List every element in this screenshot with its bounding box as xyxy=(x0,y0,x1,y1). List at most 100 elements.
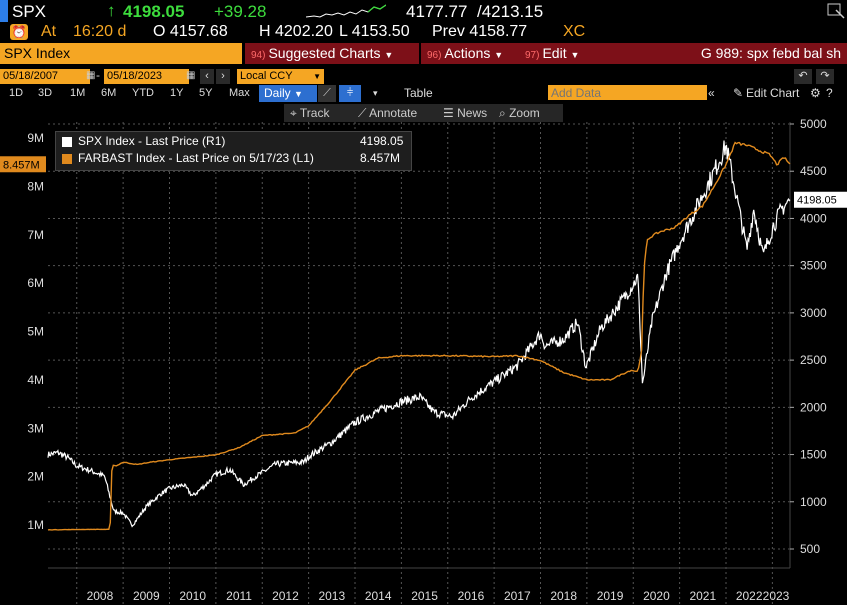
chart-grid xyxy=(48,122,790,605)
frequency-select[interactable]: Daily ▼ xyxy=(259,85,317,102)
right-axis: 500 1000 1500 2000 2500 3000 3500 4000 4500 5000 xyxy=(789,117,827,568)
quote-header: SPX ↑ 4198.05 +39.28 4177.77 /4213.15 xyxy=(0,0,847,23)
legend-value-farbast: 8.457M xyxy=(360,151,401,165)
left-axis: 1M 2M 3M 4M 5M 6M 7M 8M 9M xyxy=(27,131,44,532)
end-date: 05/18/2023 xyxy=(107,70,163,82)
edit-chart-button[interactable]: Edit Chart xyxy=(746,86,800,100)
sparkline-icon xyxy=(306,4,386,18)
ticker-color-bar xyxy=(0,0,8,22)
news-button[interactable]: ☰ News xyxy=(437,104,501,122)
period-max[interactable]: Max xyxy=(229,87,250,99)
edit-label: Edit xyxy=(542,45,567,61)
right-tick-label: 3500 xyxy=(800,259,827,273)
high-price: H 4202.20 xyxy=(259,23,333,40)
x-tick-label: 2021 xyxy=(689,589,716,603)
legend-label-farbast: FARBAST Index - Last Price on 5/17/23 (L… xyxy=(78,151,314,165)
xc-flag: XC xyxy=(563,23,586,40)
period-3d[interactable]: 3D xyxy=(38,87,53,99)
x-tick-label: 2014 xyxy=(365,589,392,603)
end-date-field[interactable]: 05/18/2023 xyxy=(104,69,189,84)
add-data-input[interactable] xyxy=(548,85,707,100)
start-date-field[interactable]: 05/18/2007 xyxy=(0,69,90,84)
suggested-charts-menu[interactable]: 94) Suggested Charts ▼ xyxy=(245,43,419,64)
x-tick-label: 2009 xyxy=(133,589,160,603)
x-tick-label: 2015 xyxy=(411,589,438,603)
last-value-tag-farbast xyxy=(0,156,46,173)
edit-menu[interactable]: 97) Edit ▼ xyxy=(519,43,603,64)
pencil-icon[interactable]: ✎ xyxy=(733,86,744,100)
legend-swatch-farbast xyxy=(62,154,72,164)
right-tick-label: 2500 xyxy=(800,353,827,367)
right-tick-label: 5000 xyxy=(800,117,827,131)
last-price: 4198.05 xyxy=(123,2,185,21)
undo-icon[interactable]: ↶ xyxy=(794,69,812,84)
table-button[interactable]: Table xyxy=(404,86,433,100)
net-change: +39.28 xyxy=(214,2,267,21)
last-value-label-spx: 4198.05 xyxy=(797,195,837,207)
left-tick-label: 9M xyxy=(27,131,44,145)
series-line-spx xyxy=(47,140,791,528)
x-tick-label: 2013 xyxy=(318,589,345,603)
redo-icon[interactable]: ↷ xyxy=(816,69,834,84)
collapse-icon[interactable]: « xyxy=(708,86,715,100)
suggested-charts-label: Suggested Charts xyxy=(268,45,381,61)
actions-menu[interactable]: 96) Actions ▼ xyxy=(421,43,523,64)
chevron-down-icon[interactable]: ▾ xyxy=(373,88,378,98)
day-range-low: 4177.77 xyxy=(406,2,468,21)
period-1y[interactable]: 1Y xyxy=(170,87,184,99)
legend-swatch-spx xyxy=(62,137,72,147)
magnifier-icon: ⌕ xyxy=(499,106,506,120)
command-text: G 989: spx febd bal sh xyxy=(700,45,841,61)
x-tick-label: 2012 xyxy=(272,589,299,603)
period-ytd[interactable]: YTD xyxy=(132,87,154,99)
command-line[interactable]: G 989: spx febd bal sh xyxy=(595,43,847,64)
prev-period-button[interactable]: ‹ xyxy=(200,69,214,84)
start-date: 05/18/2007 xyxy=(3,70,59,82)
left-tick-label: 2M xyxy=(27,470,44,484)
actions-label: Actions xyxy=(444,45,491,61)
at-label: At xyxy=(41,23,57,40)
period-6m[interactable]: 6M xyxy=(101,87,117,99)
candle-chart-icon[interactable]: ⫩ xyxy=(339,85,361,102)
settings-icon[interactable]: ⚙ xyxy=(810,86,821,100)
news-label: News xyxy=(457,106,488,120)
x-tick-label: 2010 xyxy=(179,589,206,603)
dash-separator: - xyxy=(96,68,100,82)
currency-select[interactable]: Local CCY ▼ xyxy=(237,69,324,84)
actions-num: 96) xyxy=(427,50,442,61)
zoom-button[interactable]: ⌕ Zoom xyxy=(493,104,563,122)
period-5y[interactable]: 5Y xyxy=(199,87,213,99)
currency: Local CCY xyxy=(240,70,293,82)
x-tick-label: 2020 xyxy=(643,589,670,603)
alarm-icon[interactable]: ⏰ xyxy=(10,24,28,40)
x-tick-label: 2016 xyxy=(458,589,485,603)
x-axis: 2008 2009 2010 2011 2012 2013 2014 2015 2016 2017… xyxy=(48,567,790,603)
calendar-icon[interactable]: ▦ xyxy=(186,70,196,81)
crosshair-icon: ⌖ xyxy=(290,106,297,120)
right-tick-label: 1500 xyxy=(800,448,827,462)
security-field[interactable]: SPX Index xyxy=(0,43,242,64)
last-value-label-farbast: 8.457M xyxy=(3,159,40,171)
pin-icon[interactable] xyxy=(826,0,846,20)
pencil-icon: ⟋ xyxy=(358,106,367,120)
annotate-button[interactable]: ⟋ Annotate xyxy=(352,104,444,122)
line-chart-icon[interactable]: ⟋ xyxy=(318,85,336,102)
track-button[interactable]: ⌖ Track xyxy=(284,104,360,122)
date-controls: 05/18/2007 ▦ - 05/18/2023 ▦ ‹ › Local CC… xyxy=(0,67,847,85)
help-icon[interactable]: ? xyxy=(826,86,833,100)
next-period-button[interactable]: › xyxy=(216,69,230,84)
calendar-icon[interactable]: ▦ xyxy=(86,70,96,81)
period-1m[interactable]: 1M xyxy=(70,87,86,99)
left-tick-label: 8M xyxy=(27,179,44,193)
suggested-charts-num: 94) xyxy=(251,50,266,61)
quote-time: 16:20 d xyxy=(73,23,127,40)
x-tick-label: 2019 xyxy=(597,589,624,603)
ticker-symbol[interactable]: SPX xyxy=(12,2,47,21)
x-tick-label: 2022 xyxy=(736,589,763,603)
period-1d[interactable]: 1D xyxy=(9,87,24,99)
chevron-down-icon: ▼ xyxy=(294,89,303,99)
series-line-farbast xyxy=(47,141,791,531)
x-tick-label: 2008 xyxy=(87,589,114,603)
security-name: SPX Index xyxy=(4,45,71,61)
